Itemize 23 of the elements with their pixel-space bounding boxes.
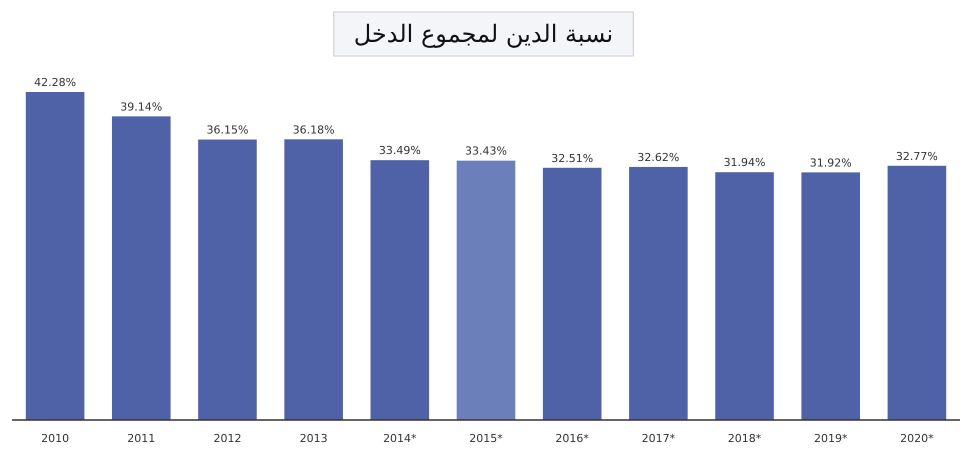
x-tick-label: 2020* xyxy=(900,432,934,445)
x-tick-label: 2011 xyxy=(127,432,156,445)
x-tick-label: 2012 xyxy=(213,432,242,445)
data-label: 33.49% xyxy=(378,144,421,158)
data-label: 42.28% xyxy=(34,76,76,89)
data-label: 36.15% xyxy=(206,124,248,137)
x-tick-label: 2015* xyxy=(469,432,504,445)
data-label: 32.77% xyxy=(896,150,938,163)
data-label: 33.43% xyxy=(465,144,507,158)
x-tick-label: 2016* xyxy=(555,432,590,445)
x-tick-label: 2019* xyxy=(814,432,848,445)
data-label: 32.51% xyxy=(551,152,594,165)
x-tick-label: 2018* xyxy=(728,432,762,445)
x-tick-label: 2013 xyxy=(300,432,328,445)
x-tick-label: 2010 xyxy=(41,432,70,445)
data-label: 36.18% xyxy=(292,123,335,136)
data-label: 31.92% xyxy=(810,156,852,170)
data-label: 32.62% xyxy=(637,150,680,164)
data-label: 39.14% xyxy=(120,100,162,114)
data-label: 31.94% xyxy=(724,156,766,170)
x-tick-label: 2014* xyxy=(383,432,418,445)
x-tick-label: 2017* xyxy=(642,432,676,445)
chart-title: نسبة الدين لمجموع الدخل xyxy=(354,20,614,48)
